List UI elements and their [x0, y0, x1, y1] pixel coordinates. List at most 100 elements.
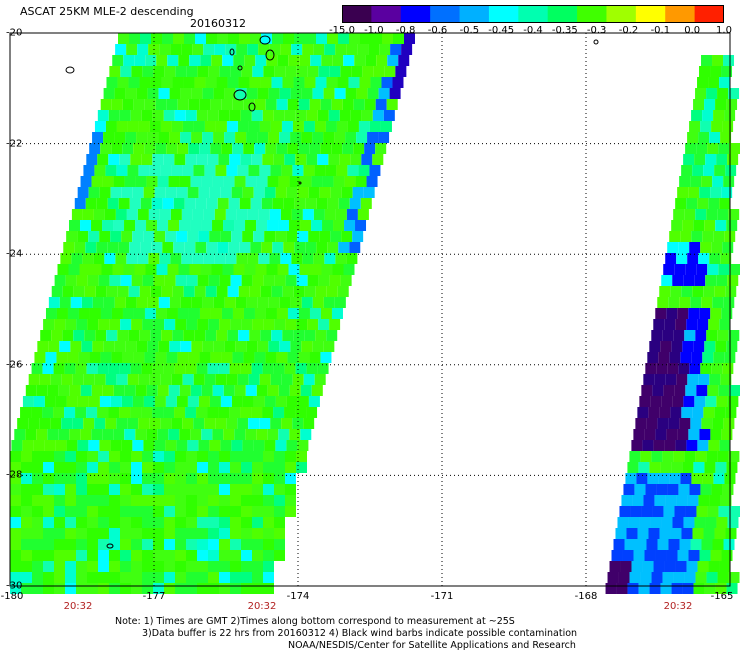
swath-cell	[54, 275, 66, 286]
swath-cell	[633, 429, 645, 440]
swath-cell	[220, 440, 232, 451]
swath-cell	[261, 33, 272, 44]
swath-cell	[697, 319, 709, 330]
swath-cell	[364, 99, 376, 110]
swath-cell	[332, 55, 344, 66]
swath-cell	[262, 363, 274, 374]
swath-cell	[726, 220, 738, 231]
swath-cell	[65, 583, 76, 594]
swath-cell	[74, 198, 86, 209]
swath-cell	[265, 99, 277, 110]
swath-cell	[164, 495, 175, 506]
swath-cell	[662, 451, 674, 462]
swath-cell	[329, 275, 341, 286]
swath-cell	[220, 231, 232, 242]
swath-cell	[253, 396, 265, 407]
swath-cell	[136, 341, 148, 352]
swath-cell	[708, 77, 720, 88]
swath-cell	[297, 396, 309, 407]
swath-cell	[309, 308, 321, 319]
swath-cell	[138, 374, 150, 385]
swath-cell	[88, 187, 100, 198]
swath-cell	[61, 418, 73, 429]
swath-cell	[342, 143, 354, 154]
swath-cell	[242, 396, 254, 407]
swath-cell	[183, 77, 195, 88]
swath-cell	[127, 121, 139, 132]
swath-cell	[244, 264, 256, 275]
swath-cell	[204, 418, 216, 429]
swath-cell	[194, 286, 206, 297]
swath-cell	[319, 231, 331, 242]
swath-cell	[288, 264, 300, 275]
swath-cell	[295, 154, 307, 165]
swath-cell	[720, 495, 732, 506]
swath-cell	[238, 77, 250, 88]
swath-cell	[234, 429, 246, 440]
swath-cell	[236, 44, 248, 55]
swath-cell	[21, 462, 32, 473]
swath-cell	[122, 352, 134, 363]
swath-cell	[318, 66, 330, 77]
swath-cell	[312, 132, 324, 143]
swath-cell	[116, 121, 128, 132]
swath-cell	[233, 264, 245, 275]
swath-cell	[154, 231, 166, 242]
swath-cell	[263, 528, 274, 539]
swath-cell	[153, 528, 164, 539]
swath-cell	[339, 110, 351, 121]
swath-cell	[157, 176, 169, 187]
swath-cell	[186, 319, 198, 330]
swath-cell	[689, 242, 701, 253]
swath-cell	[222, 55, 234, 66]
swath-cell	[616, 583, 628, 594]
swath-cell	[204, 165, 216, 176]
swath-cell	[139, 330, 151, 341]
swath-cell	[54, 583, 65, 594]
swath-cell	[118, 33, 129, 44]
swath-cell	[213, 297, 225, 308]
swath-cell	[120, 572, 131, 583]
swath-cell	[202, 132, 214, 143]
swath-cell	[258, 253, 270, 264]
swath-cell	[91, 429, 103, 440]
swath-cell	[719, 561, 731, 572]
swath-cell	[383, 110, 395, 121]
swath-cell	[100, 308, 112, 319]
swath-cell	[346, 44, 358, 55]
swath-cell	[181, 44, 193, 55]
swath-cell	[180, 341, 192, 352]
swath-cell	[677, 550, 689, 561]
swath-cell	[235, 132, 247, 143]
swath-cell	[270, 121, 282, 132]
swath-cell	[680, 231, 692, 242]
swath-cell	[168, 429, 180, 440]
swath-cell	[285, 319, 297, 330]
swath-cell	[322, 220, 334, 231]
swath-cell	[251, 110, 263, 121]
swath-cell	[259, 165, 271, 176]
swath-cell	[703, 407, 715, 418]
swath-cell	[404, 33, 415, 44]
swath-cell	[300, 429, 312, 440]
swath-cell	[368, 44, 380, 55]
swath-cell	[280, 44, 292, 55]
swath-cell	[263, 473, 274, 484]
swath-cell	[230, 462, 241, 473]
swath-cell	[207, 363, 219, 374]
swath-cell	[363, 187, 375, 198]
swath-cell	[323, 341, 335, 352]
colorbar-tick-label: -15.0	[329, 25, 355, 36]
swath-cell	[186, 517, 197, 528]
swath-cell	[263, 319, 275, 330]
swath-cell	[43, 451, 54, 462]
swath-cell	[364, 143, 376, 154]
swath-cell	[129, 242, 141, 253]
swath-cell	[249, 330, 261, 341]
swath-cell	[80, 429, 92, 440]
swath-cell	[76, 473, 87, 484]
swath-cell	[646, 539, 658, 550]
swath-cell	[218, 154, 230, 165]
swath-cell	[684, 330, 696, 341]
swath-cell	[327, 33, 338, 44]
